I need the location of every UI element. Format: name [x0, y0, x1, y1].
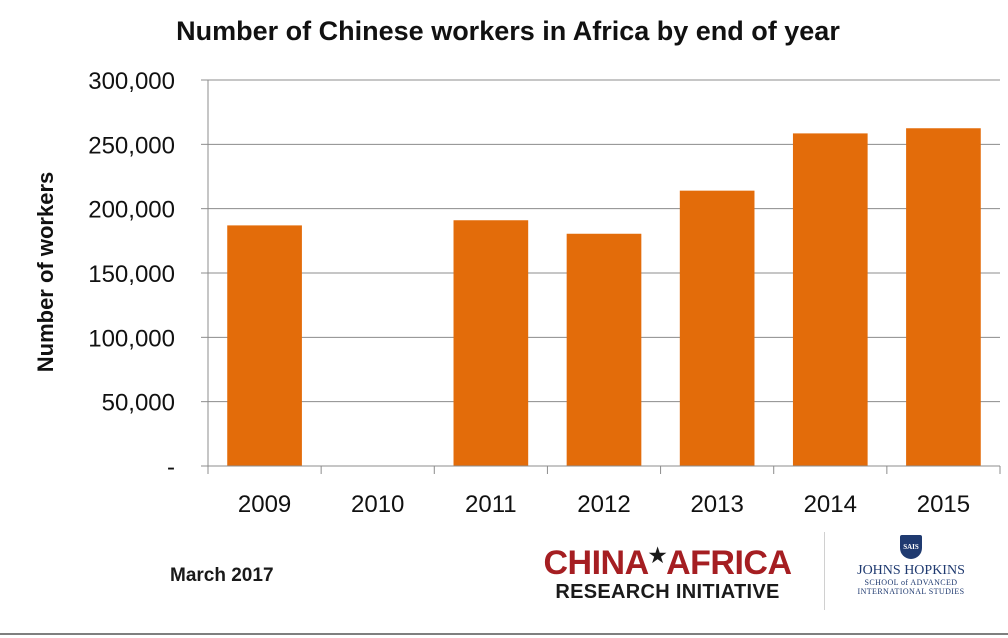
y-tick-label: 150,000 [88, 261, 175, 288]
x-tick-labels: 2009 2010 2011 2012 2013 2014 2015 [238, 491, 970, 518]
jhu-logo-name: JOHNS HOPKINS [857, 563, 965, 578]
y-tick-label: - [167, 454, 175, 481]
star-icon: ★ [648, 545, 667, 567]
bar-2015 [906, 128, 981, 466]
y-tick-labels: - 50,000 100,000 150,000 200,000 250,000 300,0… [88, 68, 175, 481]
jhu-logo-school-line2: INTERNATIONAL STUDIES [857, 587, 965, 596]
x-tick-label: 2009 [238, 491, 291, 518]
cari-logo-africa: AFRICA [666, 544, 792, 582]
cari-logo-china: CHINA [543, 544, 649, 582]
x-tick-label: 2015 [917, 491, 970, 518]
china-africa-research-initiative-logo: CHINA★AFRICA RESEARCH INITIATIVE [530, 538, 805, 603]
johns-hopkins-sais-logo: SAIS JOHNS HOPKINS SCHOOL of ADVANCED IN… [836, 535, 986, 605]
bars [227, 128, 981, 467]
date-note: March 2017 [170, 565, 274, 586]
bar-chart: Number of Chinese workers in Africa by e… [33, 16, 1001, 518]
cari-logo-line1: CHINA★AFRICA [530, 538, 805, 581]
bar-2013 [679, 190, 755, 467]
y-tick-label: 100,000 [88, 325, 175, 352]
sais-shield-icon: SAIS [900, 535, 922, 559]
bar-2012 [566, 233, 642, 466]
x-tick-label: 2013 [690, 491, 743, 518]
y-tick-label: 300,000 [88, 68, 175, 95]
x-tick-label: 2014 [804, 491, 857, 518]
cari-logo-line2: RESEARCH INITIATIVE [555, 581, 780, 603]
bar-2009 [227, 225, 302, 466]
y-tick-label: 50,000 [102, 390, 175, 417]
chart-title: Number of Chinese workers in Africa by e… [176, 16, 840, 46]
bar-2014 [792, 133, 868, 466]
axes [207, 80, 1001, 474]
logo-divider [824, 532, 825, 610]
x-tick-label: 2010 [351, 491, 404, 518]
y-tick-label: 250,000 [88, 132, 175, 159]
x-tick-label: 2011 [465, 491, 517, 518]
y-axis-label: Number of workers [33, 172, 58, 373]
x-tick-label: 2012 [577, 491, 630, 518]
bar-2011 [453, 220, 529, 466]
y-tick-label: 200,000 [88, 197, 175, 224]
bottom-rule [0, 633, 1008, 635]
jhu-logo-school-line1: SCHOOL of ADVANCED [864, 578, 958, 587]
